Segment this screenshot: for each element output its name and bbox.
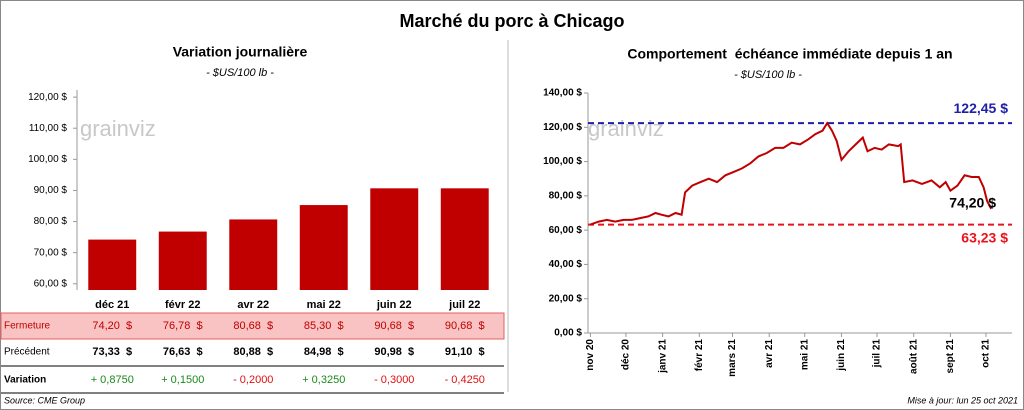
y-tick-label: 80,00 $	[34, 216, 68, 227]
bar	[158, 231, 207, 290]
x-tick-label: mai 22	[307, 299, 341, 311]
bar	[299, 205, 348, 290]
table-cell: 84,98 $	[304, 346, 344, 358]
chart-subtitle: - $US/100 lb -	[206, 67, 274, 79]
y-tick-label: 100,00 $	[28, 154, 67, 165]
x-tick-label: juin 21	[836, 339, 847, 372]
y-tick-label: 110,00 $	[29, 123, 68, 134]
x-tick-label: avr 21	[764, 339, 775, 368]
y-tick-label: 40,00 $	[549, 259, 583, 270]
end-label: 74,20 $	[949, 195, 996, 211]
y-tick-label: 140,00 $	[543, 88, 582, 99]
table-cell: 74,20 $	[92, 320, 132, 332]
x-tick-label: févr 22	[165, 299, 200, 311]
y-tick-label: 70,00 $	[34, 247, 68, 258]
table-cell: 90,68 $	[445, 320, 485, 332]
bar	[88, 239, 137, 290]
chart-title: Comportement échéance immédiate depuis 1…	[627, 46, 952, 62]
row-label: Précédent	[4, 347, 50, 358]
x-tick-label: mars 21	[727, 339, 738, 377]
y-tick-label: 20,00 $	[549, 293, 583, 304]
table-cell: 76,63 $	[163, 346, 203, 358]
x-tick-label: avr 22	[237, 299, 269, 311]
row-label: Variation	[4, 375, 46, 386]
table-cell: 80,88 $	[233, 346, 273, 358]
table-cell: 90,98 $	[374, 346, 414, 358]
table-cell: - 0,3000	[374, 374, 414, 386]
x-tick-label: nov 20	[585, 339, 596, 371]
x-tick-label: oct 21	[981, 339, 992, 368]
page-title: Marché du porc à Chicago	[399, 11, 624, 31]
table-cell: + 0,8750	[91, 374, 134, 386]
x-tick-label: juil 22	[448, 299, 480, 311]
y-tick-label: 90,00 $	[34, 185, 68, 196]
y-tick-label: 80,00 $	[549, 190, 583, 201]
bar	[229, 219, 278, 290]
table-cell: - 0,2000	[233, 374, 273, 386]
x-tick-label: juin 22	[376, 299, 412, 311]
logo: grainviz	[588, 116, 664, 141]
y-tick-label: 0,00 $	[554, 328, 582, 339]
chart-subtitle: - $US/100 lb -	[734, 69, 802, 81]
x-tick-label: sept 21	[945, 339, 956, 374]
x-tick-label: déc 21	[95, 299, 129, 311]
x-tick-label: déc 20	[621, 339, 632, 371]
y-tick-label: 120,00 $	[28, 92, 67, 103]
x-tick-label: juil 21	[872, 339, 883, 369]
x-tick-label: janv 21	[657, 339, 668, 374]
updated: Mise à jour: lun 25 oct 2021	[907, 395, 1018, 405]
table-cell: 80,68 $	[233, 320, 273, 332]
x-tick-label: août 21	[908, 339, 919, 374]
y-tick-label: 60,00 $	[549, 225, 583, 236]
source: Source: CME Group	[4, 395, 85, 405]
table-cell: 90,68 $	[374, 320, 414, 332]
row-label: Fermeture	[4, 321, 51, 332]
row-highlight	[0, 312, 505, 340]
table-cell: 76,78 $	[163, 320, 203, 332]
x-tick-label: mai 21	[799, 339, 810, 371]
line	[590, 121, 994, 226]
y-tick-label: 120,00 $	[543, 122, 582, 133]
table-cell: + 0,3250	[302, 374, 345, 386]
table-cell: 85,30 $	[304, 320, 344, 332]
bar	[440, 188, 489, 290]
chart-title: Variation journalière	[173, 44, 308, 60]
reference-label: 63,23 $	[961, 229, 1008, 245]
table-cell: 73,33 $	[92, 346, 132, 358]
table-cell: - 0,4250	[445, 374, 485, 386]
y-tick-label: 60,00 $	[34, 278, 68, 289]
bar	[370, 188, 419, 290]
x-tick-label: févr 21	[694, 339, 705, 372]
table-cell: + 0,1500	[161, 374, 204, 386]
table-cell: 91,10 $	[445, 346, 485, 358]
reference-label: 122,45 $	[954, 100, 1009, 116]
logo: grainviz	[80, 116, 156, 141]
y-tick-label: 100,00 $	[543, 156, 582, 167]
